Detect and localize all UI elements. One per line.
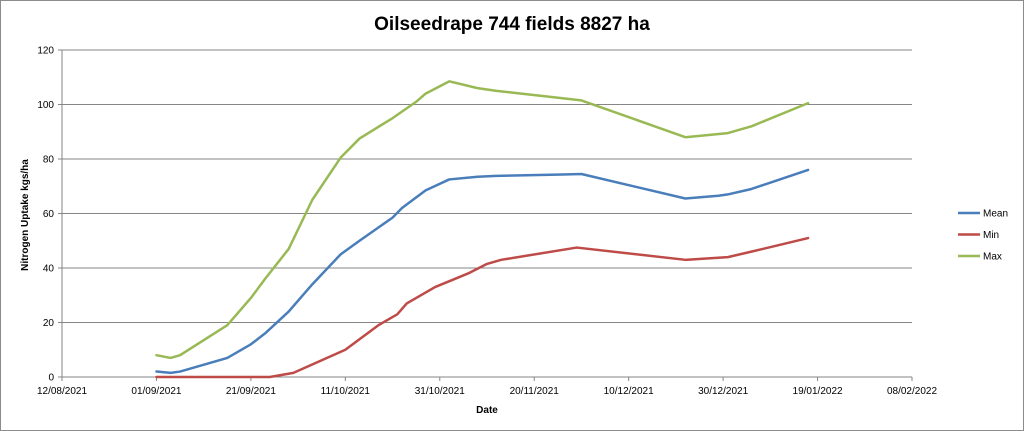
series-line-mean bbox=[155, 168, 810, 375]
y-tick-label: 120 bbox=[37, 46, 54, 57]
x-tick-label: 11/10/2021 bbox=[321, 386, 371, 397]
x-axis-title: Date bbox=[476, 405, 498, 416]
chart-title: Oilseedrape 744 fields 8827 ha bbox=[374, 14, 650, 35]
y-tick-label: 100 bbox=[37, 100, 54, 111]
legend-label: Min bbox=[983, 230, 999, 241]
legend-item-min: Min bbox=[958, 230, 999, 241]
gridlines bbox=[62, 49, 912, 323]
y-axis-title: Nitrogen Uptake kgs/ha bbox=[20, 159, 31, 271]
y-tick-labels: 0 20 40 60 80 100 120 bbox=[37, 46, 54, 384]
x-tick-label: 08/02/2022 bbox=[887, 386, 937, 397]
x-tick-label: 30/12/2021 bbox=[698, 386, 748, 397]
x-tick-label: 01/09/2021 bbox=[131, 386, 181, 397]
legend-item-mean: Mean bbox=[958, 209, 1008, 220]
x-tick-label: 31/10/2021 bbox=[415, 386, 465, 397]
x-tick-labels: 12/08/2021 01/09/2021 21/09/2021 11/10/2021… bbox=[37, 386, 937, 397]
y-tick-label: 40 bbox=[43, 264, 55, 275]
legend-label: Mean bbox=[983, 209, 1008, 220]
x-tick-label: 12/08/2021 bbox=[37, 386, 87, 397]
x-tick-label: 21/09/2021 bbox=[226, 386, 276, 397]
legend-item-max: Max bbox=[958, 252, 1002, 263]
x-tick-label: 20/11/2021 bbox=[510, 386, 560, 397]
y-tick-label: 60 bbox=[43, 209, 55, 220]
series-lines bbox=[155, 80, 810, 379]
axes bbox=[58, 49, 913, 381]
x-tick-label: 10/12/2021 bbox=[604, 386, 654, 397]
y-tick-label: 80 bbox=[43, 155, 55, 166]
legend: Mean Min Max bbox=[958, 209, 1008, 263]
y-tick-label: 20 bbox=[43, 318, 55, 329]
y-tick-label: 0 bbox=[48, 373, 54, 384]
x-tick-label: 19/01/2022 bbox=[793, 386, 843, 397]
series-line-min bbox=[155, 236, 810, 379]
legend-label: Max bbox=[983, 252, 1002, 263]
series-line-max bbox=[155, 80, 810, 360]
